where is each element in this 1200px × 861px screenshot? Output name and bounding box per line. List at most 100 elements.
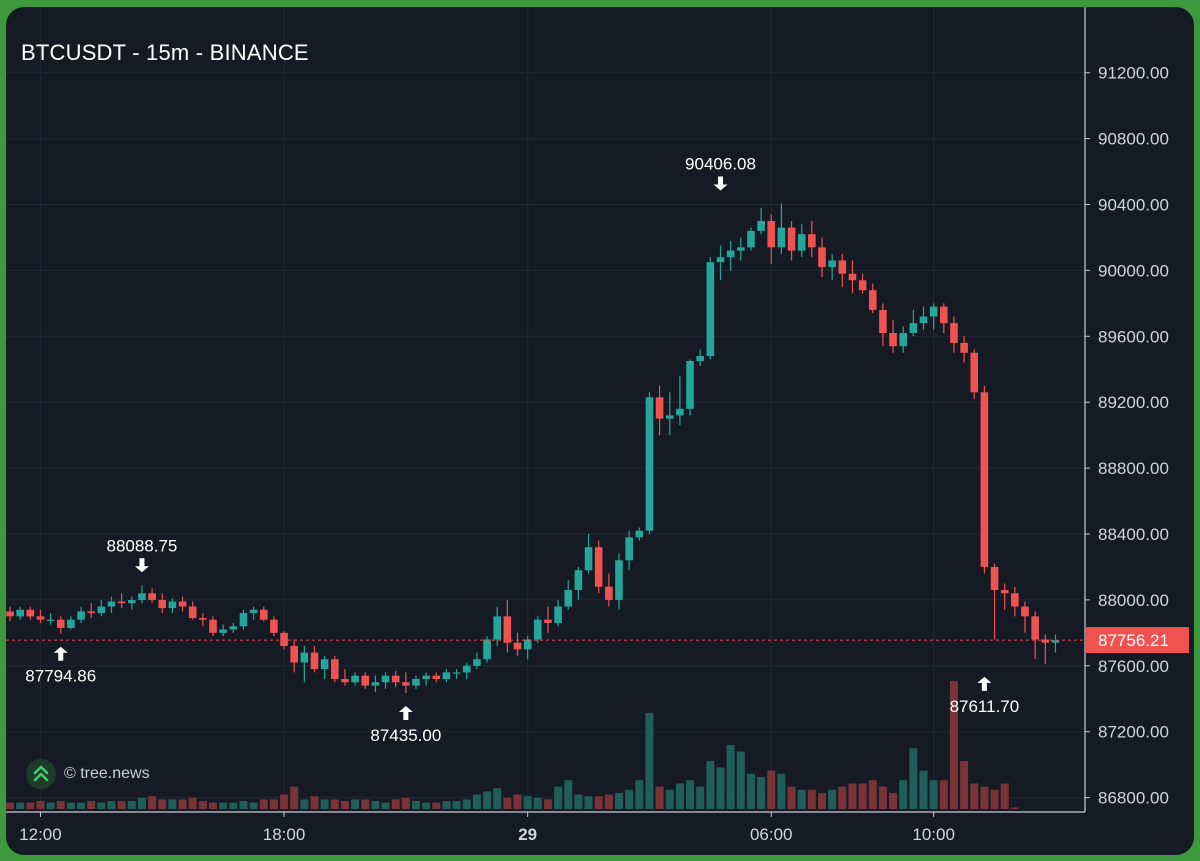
y-tick-label: 89600.00 [1098, 327, 1169, 346]
volume-bar [543, 799, 552, 809]
candle [635, 527, 644, 541]
candle [371, 675, 380, 693]
candle [87, 603, 95, 619]
volume-bar [117, 801, 126, 809]
x-tick-label: 29 [518, 825, 537, 844]
candle-body [158, 599, 167, 609]
volume-bar [655, 786, 664, 809]
candle [737, 237, 745, 261]
candle [574, 566, 583, 600]
candle [402, 672, 410, 693]
arrow-up-icon [53, 646, 68, 661]
volume-bar [706, 761, 715, 809]
volume-bar [56, 801, 65, 809]
volume-bar [919, 770, 928, 809]
candle-body [209, 619, 217, 633]
y-tick-label: 88400.00 [1098, 525, 1169, 544]
candle-body [56, 619, 65, 628]
price-annotation: 88088.75 [106, 536, 177, 573]
candle-body [929, 306, 938, 317]
candle [757, 207, 765, 235]
candle-body [36, 616, 45, 620]
candle [188, 601, 197, 620]
candle-body [706, 262, 715, 357]
candle [168, 598, 177, 614]
candle-body [493, 616, 501, 640]
candle-body [128, 599, 136, 604]
candle-body [229, 626, 238, 630]
volume-bar [604, 794, 613, 809]
candle [300, 646, 309, 683]
candle [381, 672, 390, 689]
price-annotations: 88088.75 87794.86 87435.00 90406.08 87611.70 [25, 154, 1019, 744]
volume-bar [97, 802, 106, 809]
candle [605, 573, 613, 607]
volume-bar [878, 786, 887, 809]
candle [797, 224, 806, 258]
candle [696, 349, 704, 366]
volume-bar [523, 796, 532, 809]
candle-body [239, 613, 248, 627]
arrow-up-icon [398, 705, 413, 720]
candle-body [77, 611, 85, 620]
last-price-badge [1086, 627, 1189, 654]
candle-body [199, 618, 207, 620]
annotation-label: 90406.08 [685, 154, 756, 173]
volume-bar [351, 799, 360, 809]
volume-bar [716, 767, 725, 809]
candle-body [686, 361, 694, 409]
candle-body [777, 227, 786, 248]
candle-body [1011, 593, 1019, 607]
candle [686, 359, 694, 416]
candle [554, 599, 562, 627]
candle [716, 245, 725, 281]
candle [665, 392, 674, 436]
candle-body [909, 323, 918, 334]
candle [422, 672, 430, 686]
volume-bar [188, 797, 197, 809]
volume-bar [391, 799, 400, 809]
y-tick-label: 90800.00 [1098, 130, 1169, 149]
candle [473, 652, 481, 670]
volume-bar [290, 786, 299, 809]
candle [199, 613, 207, 627]
candle-body [655, 397, 664, 419]
candle-body [797, 234, 806, 251]
arrow-up-icon [977, 676, 992, 691]
candle [503, 599, 512, 653]
candle-body [848, 273, 857, 281]
candle-body [412, 678, 420, 686]
candle-body [310, 652, 319, 670]
volume-bar [990, 789, 999, 809]
candle [1021, 601, 1029, 633]
volume-bar [797, 789, 806, 809]
candle [209, 616, 217, 637]
candle-body [726, 250, 735, 258]
volume-bar [533, 797, 542, 809]
candle-body [6, 611, 14, 617]
volume-bar [513, 794, 522, 809]
candle [980, 385, 989, 574]
volume-bar [137, 797, 146, 809]
x-axis: 12:00 18:00 29 06:00 10:00 [6, 811, 1085, 844]
volume-bar [696, 786, 705, 809]
candle-body [1000, 590, 1009, 594]
candle-body [544, 619, 552, 623]
volume-bar [889, 793, 898, 809]
candle [564, 580, 573, 610]
volume-bar [361, 799, 370, 809]
candle-body [1021, 606, 1029, 617]
candle [391, 670, 400, 688]
candle [46, 613, 55, 625]
candle-body [87, 611, 95, 614]
x-tick-label: 12:00 [19, 825, 62, 844]
candle [1031, 611, 1039, 660]
volume-bar [868, 780, 877, 809]
candle-body [249, 609, 258, 614]
volume-bar [757, 777, 766, 809]
candle-body [990, 566, 999, 591]
candlestick-chart[interactable]: 88088.75 87794.86 87435.00 90406.08 87611.70… [6, 7, 1194, 855]
candle [940, 303, 948, 334]
volume-bar [787, 786, 796, 809]
y-tick-label: 90000.00 [1098, 261, 1169, 280]
